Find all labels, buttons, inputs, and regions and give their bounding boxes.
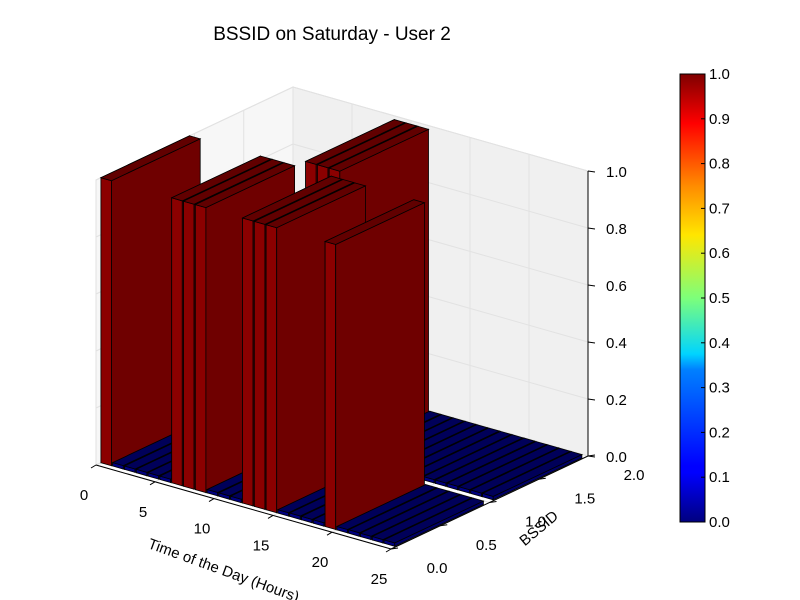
colorbar-tick-label: 0.7 <box>709 200 730 217</box>
y-tick-label: 1.0 <box>525 514 546 531</box>
bar-top-face <box>264 182 367 229</box>
bar-top-face <box>359 490 461 537</box>
bar <box>382 497 485 547</box>
bar-front-face <box>100 177 112 467</box>
y-tick-mark <box>489 501 497 503</box>
bar-front-face <box>183 200 195 490</box>
x-axis-label: Time of the Day (Hours) <box>146 536 302 600</box>
bar-front-face <box>242 217 254 507</box>
z-tick-mark <box>587 455 596 458</box>
bar-front-face <box>171 197 183 487</box>
z-tick-label: 0.4 <box>606 335 627 352</box>
x-tick-mark <box>149 481 156 486</box>
colorbar-tick-label: 0.8 <box>709 156 730 173</box>
z-tick-mark <box>587 227 596 230</box>
x-tick-mark <box>208 498 215 503</box>
bar-top-face <box>422 434 525 481</box>
grid-line-z <box>292 86 589 172</box>
z-tick-label: 0.8 <box>606 221 627 238</box>
colorbar-tick-label: 0.2 <box>709 424 730 441</box>
y-tick-mark <box>390 547 399 550</box>
colorbar-tick-label: 1.0 <box>709 66 730 83</box>
x-axis-line <box>95 464 392 550</box>
bar-top-face <box>434 437 536 484</box>
z-tick-label: 0.0 <box>606 449 627 466</box>
x-tick-mark <box>385 548 392 553</box>
bar-front-face <box>253 220 266 510</box>
bar-top-face <box>371 494 473 541</box>
bar-top-face <box>99 135 202 182</box>
bar-top-face <box>335 484 438 530</box>
x-tick-label: 0 <box>80 487 88 504</box>
bar-top-face <box>382 497 485 544</box>
bar-front-face <box>194 204 207 494</box>
x-tick-label: 15 <box>253 537 270 554</box>
bar-right-face <box>335 202 425 531</box>
y-tick-label: 0.5 <box>476 537 497 554</box>
x-tick-label: 25 <box>371 571 388 588</box>
y-tick-label: 0.0 <box>427 560 448 577</box>
bar-top-face <box>304 119 407 165</box>
y-tick-label: 2.0 <box>624 467 645 484</box>
y-tick-mark <box>440 524 448 527</box>
z-tick-mark <box>587 398 596 401</box>
bar-top-face <box>469 447 572 494</box>
z-tick-mark <box>587 341 596 344</box>
bar-top-face <box>316 122 418 169</box>
bar-top-face <box>170 155 273 202</box>
colorbar-tick-label: 0.5 <box>709 290 730 307</box>
bar <box>323 199 426 531</box>
tick-labels: 05101520250.00.51.01.52.00.00.20.40.60.8… <box>80 164 645 588</box>
bar-top-face <box>457 444 560 491</box>
z-tick-label: 1.0 <box>606 164 627 181</box>
z-tick-label: 0.2 <box>606 392 627 409</box>
x-tick-mark <box>326 531 333 536</box>
bar-top-face <box>446 441 548 487</box>
colorbar-tick-label: 0.4 <box>709 335 730 352</box>
bar-top-face <box>194 162 296 209</box>
y-tick-label: 1.5 <box>574 490 595 507</box>
bar-top-face <box>328 125 430 172</box>
z-tick-mark <box>587 170 596 173</box>
z-tick-label: 0.6 <box>606 278 627 295</box>
bar-top-face <box>347 487 450 534</box>
bar-front-face <box>265 224 278 514</box>
x-tick-label: 10 <box>194 521 211 538</box>
colorbar-tick-label: 0.0 <box>709 514 730 531</box>
chart-title: BSSID on Saturday - User 2 <box>213 24 451 45</box>
x-tick-label: 5 <box>139 504 147 521</box>
x-tick-label: 20 <box>312 554 329 571</box>
bar-top-face <box>253 179 355 225</box>
x-tick-mark <box>90 464 97 469</box>
bar-top-face <box>481 451 584 497</box>
bar-top-face <box>182 158 284 205</box>
colorbar-tick-label: 0.3 <box>709 380 730 397</box>
colorbar: 0.0 0.1 0.2 0.3 0.4 0.5 0.6 0.7 0.8 0.9 1.0 <box>679 66 730 531</box>
bar-front-face <box>324 240 337 531</box>
colorbar-tick-label: 0.1 <box>709 469 730 486</box>
y-tick-mark <box>538 477 546 480</box>
colorbar-tick-label: 0.6 <box>709 245 730 262</box>
bar-top-face <box>241 175 343 222</box>
colorbar-tick-label: 0.9 <box>709 111 730 128</box>
colorbar-gradient <box>679 73 706 523</box>
x-tick-mark <box>267 514 274 519</box>
bar <box>481 450 584 501</box>
bars <box>99 118 584 547</box>
z-tick-mark <box>587 284 596 287</box>
bar-top-face <box>323 199 426 245</box>
